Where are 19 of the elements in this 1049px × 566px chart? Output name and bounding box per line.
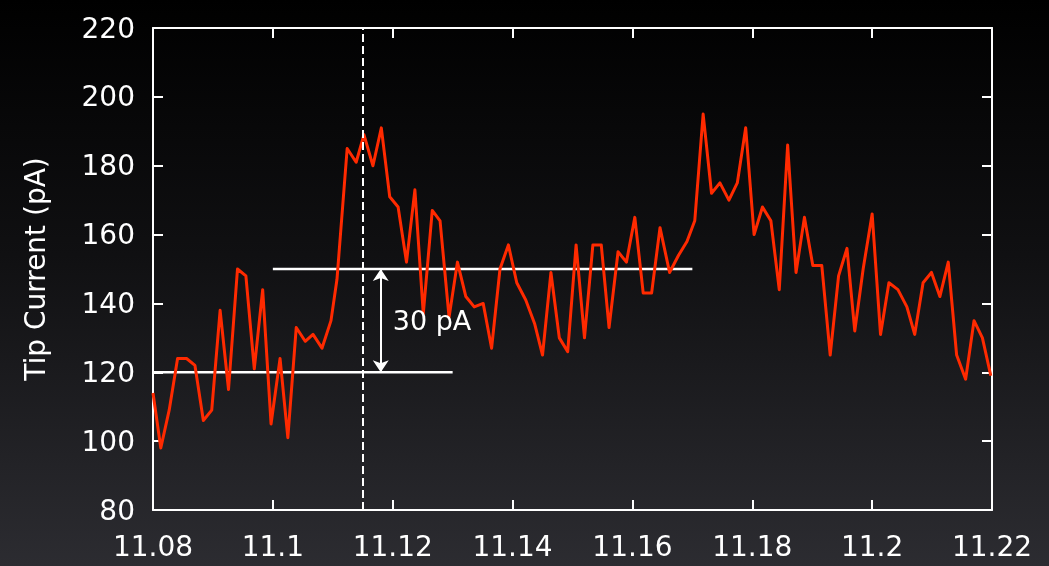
- y-tick-label: 100: [81, 424, 135, 458]
- y-tick-label: 180: [81, 149, 135, 183]
- x-tick-label: 11.14: [472, 529, 553, 563]
- y-axis-title: Tip Current (pA): [18, 157, 52, 382]
- y-tick-label: 220: [81, 11, 135, 45]
- x-tick-label: 11.18: [712, 529, 793, 563]
- y-tick-label: 140: [81, 286, 135, 320]
- x-tick-label: 11.1: [241, 529, 305, 563]
- line-series: [151, 112, 993, 450]
- y-tick-label: 200: [81, 80, 135, 114]
- x-tick-label: 11.22: [951, 529, 1033, 563]
- x-tick-label: 11.16: [592, 529, 673, 563]
- annotation: 30 pA: [392, 305, 472, 337]
- y-tick-label: 120: [81, 355, 135, 389]
- x-tick-label: 11.12: [352, 529, 433, 563]
- x-tick-label: 11.08: [112, 529, 194, 563]
- x-tick-label: 11.2: [840, 529, 904, 563]
- y-tick-label: 80: [99, 493, 135, 527]
- y-tick-label: 160: [81, 218, 135, 252]
